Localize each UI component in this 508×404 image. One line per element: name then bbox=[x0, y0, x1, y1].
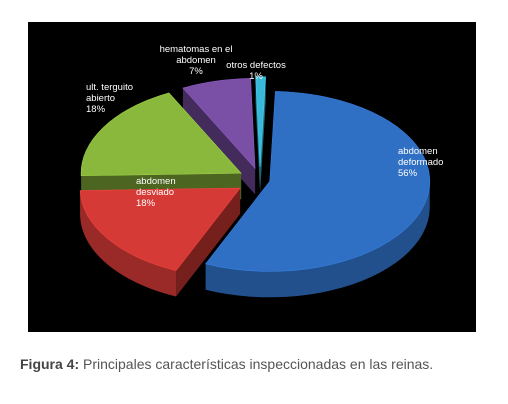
pie-slice-wall bbox=[260, 76, 266, 193]
pie-slice-edge bbox=[80, 190, 177, 297]
slice-label: ult. terguito abierto 18% bbox=[86, 82, 133, 115]
slice-label: abdomen desviado 18% bbox=[136, 176, 176, 209]
pie-chart-panel: abdomen deformado 56% abdomen desviado 18% ult… bbox=[28, 22, 476, 332]
slice-label: hematomas en el abdomen 7% bbox=[160, 44, 233, 77]
slice-label-line: 18% bbox=[86, 104, 106, 115]
pie-slice-wall bbox=[182, 88, 256, 195]
pie-slice bbox=[255, 76, 266, 193]
slice-label-line: 18% bbox=[136, 198, 156, 209]
slice-label-line: abierto bbox=[86, 93, 115, 104]
slice-label-line: 56% bbox=[398, 168, 418, 179]
pie-slice bbox=[205, 91, 430, 298]
figure-caption: Figura 4: Principales características in… bbox=[20, 355, 500, 373]
caption-lead: Figura 4: bbox=[20, 356, 80, 372]
slice-label-line: desviado bbox=[136, 187, 174, 198]
pie-slice-wall bbox=[255, 76, 261, 193]
slice-label-line: ult. terguito bbox=[86, 82, 133, 93]
pie-slice-top bbox=[80, 92, 242, 177]
slice-label: abdomen deformado 56% bbox=[398, 146, 443, 179]
slice-label-line: abdomen bbox=[398, 146, 438, 157]
pie-slice bbox=[79, 187, 241, 297]
pie-slice-edge bbox=[205, 181, 430, 298]
slice-label-line: deformado bbox=[398, 157, 443, 168]
slice-label-line: abdomen bbox=[176, 55, 216, 66]
pie-chart: abdomen deformado 56%abdomen desviado 18%ult… bbox=[79, 44, 443, 298]
slice-label-line: abdomen bbox=[136, 176, 176, 187]
slice-label-line: 1% bbox=[249, 71, 263, 82]
pie-slice-top bbox=[255, 76, 266, 167]
pie-slice bbox=[182, 78, 256, 195]
pie-slice-top bbox=[205, 91, 430, 272]
slice-label: otros defectos 1% bbox=[226, 60, 286, 82]
pie-slice-wall bbox=[176, 188, 241, 297]
slice-label-line: 7% bbox=[189, 66, 203, 77]
caption-text: Principales características inspeccionad… bbox=[79, 356, 434, 372]
pie-slice-top bbox=[182, 78, 256, 170]
slice-label-line: otros defectos bbox=[226, 60, 286, 71]
slice-label-line: hematomas en el bbox=[160, 44, 233, 55]
pie-slice-top bbox=[79, 187, 241, 271]
